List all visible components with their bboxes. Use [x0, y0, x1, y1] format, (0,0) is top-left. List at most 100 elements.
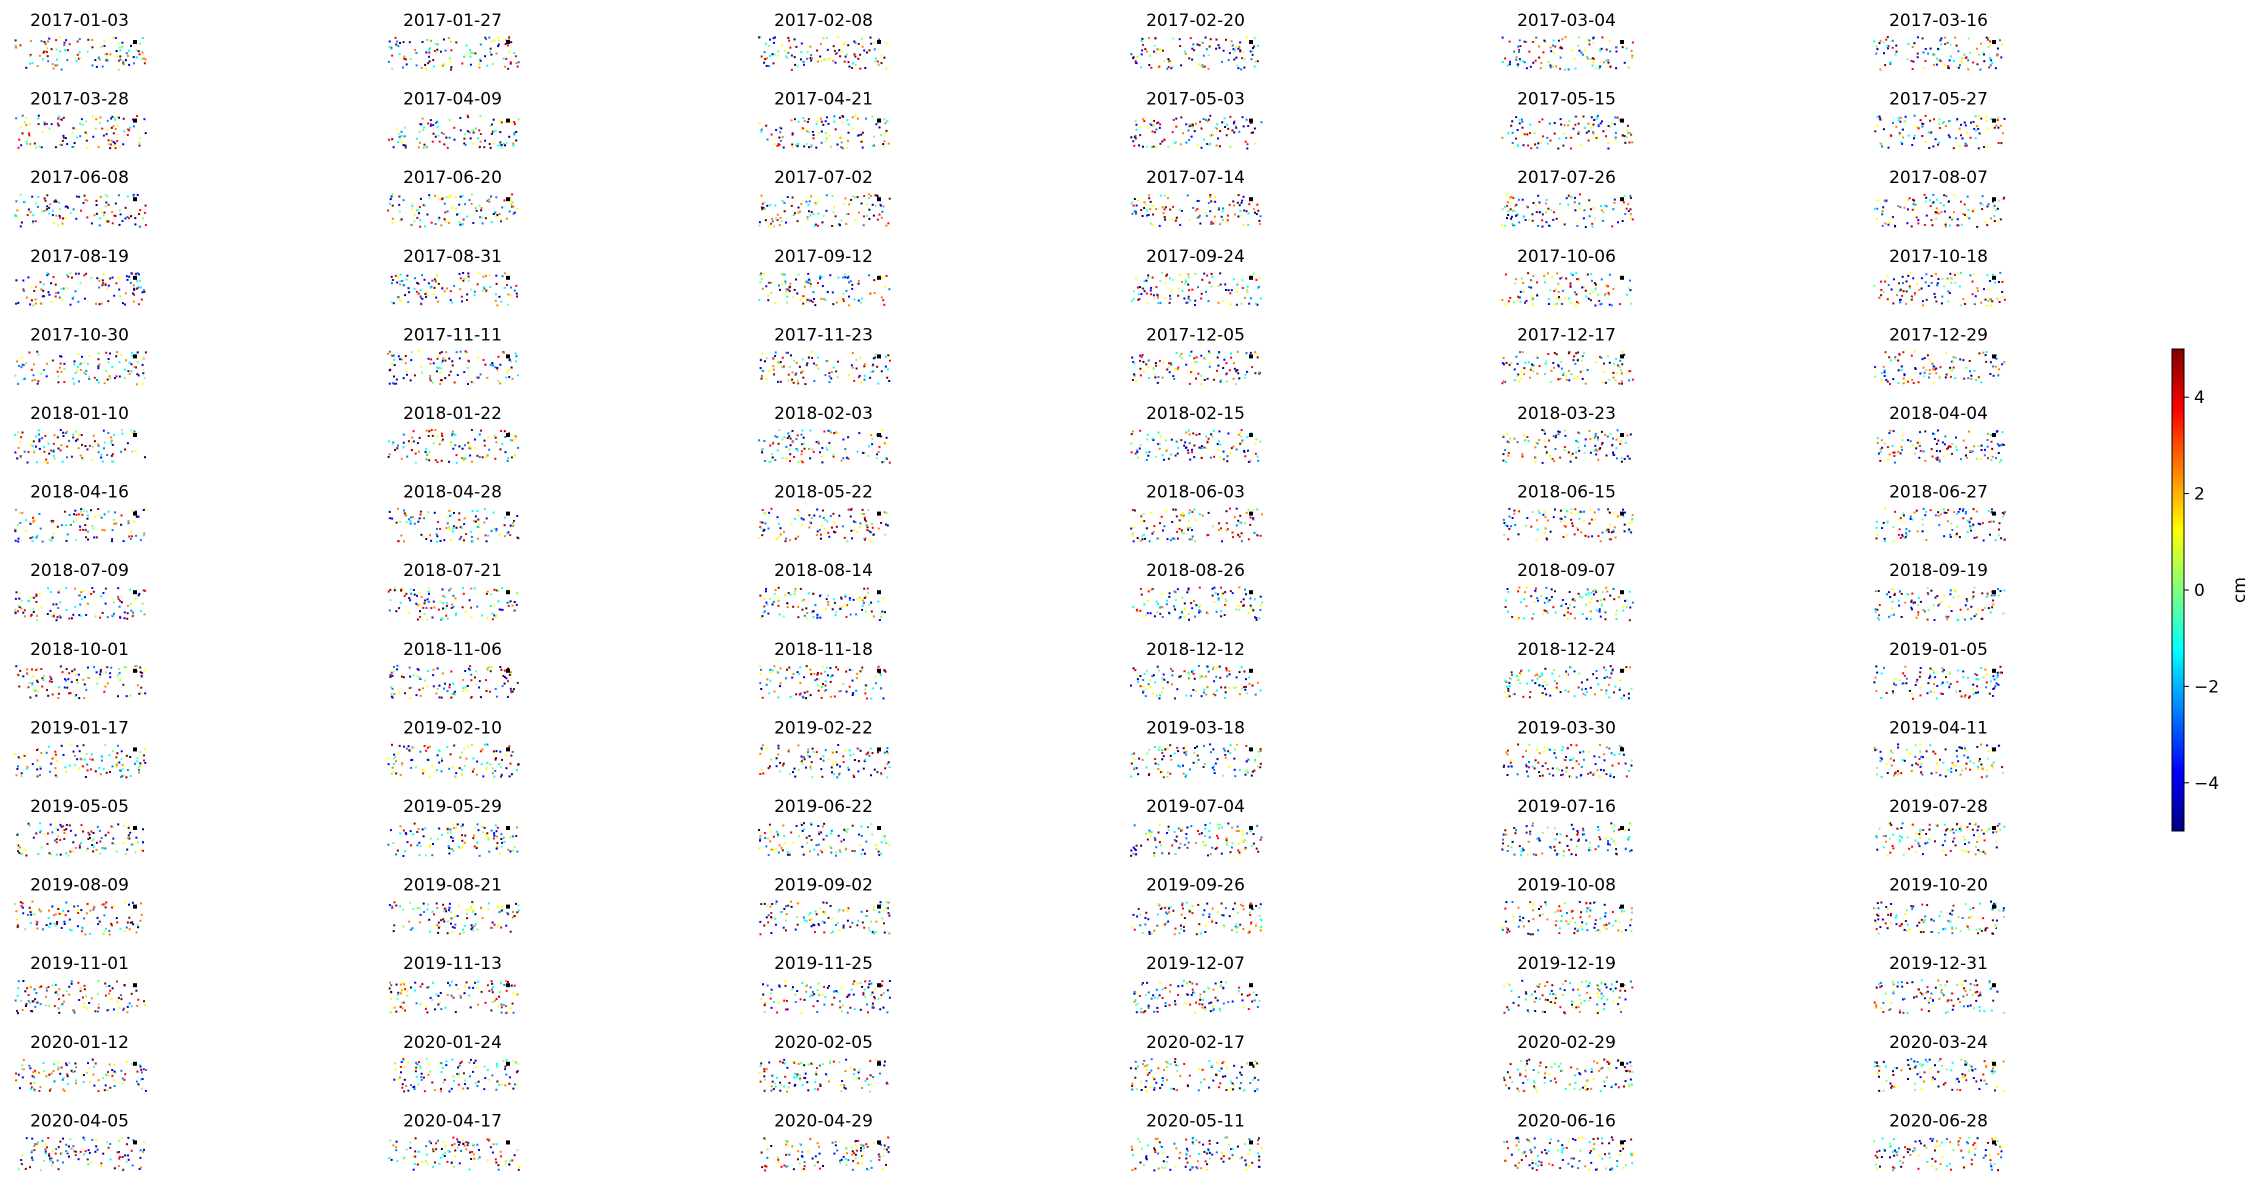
scatter-dot: [815, 533, 818, 536]
scatter-dot: [1623, 135, 1626, 137]
scatter-dot: [1951, 217, 1954, 220]
scatter-dot: [1220, 379, 1222, 382]
scatter-dot: [1966, 531, 1969, 534]
scatter-dot: [36, 619, 38, 622]
scatter-dot: [1920, 287, 1923, 290]
scatter-dot: [116, 124, 119, 127]
scatter-dot: [419, 141, 421, 144]
scatter-dot: [60, 355, 63, 358]
scatter-dot: [484, 217, 487, 220]
scatter-dot: [1532, 370, 1535, 373]
scatter-dot: [1574, 115, 1577, 118]
scatter-dot: [1928, 376, 1930, 379]
scatter-dot: [118, 375, 121, 378]
scatter-dot: [796, 449, 799, 452]
scatter-dot: [844, 276, 847, 279]
scatter-dot: [129, 602, 132, 605]
scatter-dot: [1875, 520, 1878, 523]
scatter-dot: [425, 67, 428, 70]
scatter-dot: [458, 445, 461, 448]
scatter-dot: [761, 375, 764, 378]
scatter-dot: [74, 290, 77, 293]
scatter-dot: [857, 299, 860, 302]
scatter-dot: [105, 369, 108, 372]
scatter-dot: [392, 441, 395, 444]
scatter-dot: [1502, 453, 1505, 456]
scatter-dot: [771, 281, 774, 284]
scatter-dot: [1175, 125, 1178, 128]
scatter-dot: [429, 379, 432, 382]
scatter-dot: [1548, 122, 1551, 125]
scatter-dot: [398, 132, 401, 135]
scatter-dot: [436, 125, 439, 128]
scatter-dot: [810, 350, 813, 353]
scatter-dot: [816, 356, 819, 359]
scatter-dot: [515, 355, 518, 358]
scatter-dot: [95, 65, 98, 68]
scatter-dot: [1188, 125, 1191, 128]
scatter-dot: [1965, 454, 1967, 457]
scatter-dot: [1537, 224, 1539, 227]
scatter-dot: [1982, 51, 1985, 54]
scatter-dot: [36, 65, 39, 68]
scatter-dot: [1542, 513, 1545, 516]
scatter-dot: [796, 220, 799, 223]
scatter-dot: [133, 366, 136, 369]
scatter-dot: [477, 271, 480, 274]
scatter-dot: [1914, 368, 1917, 370]
scatter-dot: [1560, 367, 1563, 370]
scatter-dot: [1552, 516, 1555, 519]
scatter-dot: [1883, 52, 1885, 55]
scatter-dot: [1256, 356, 1259, 359]
scatter-dot: [888, 359, 891, 362]
scatter-dot: [763, 61, 765, 64]
scatter-dot: [1577, 122, 1580, 125]
scatter-dot: [1178, 38, 1181, 41]
scatter-dot: [824, 120, 827, 123]
scatter-dot: [479, 216, 481, 219]
scatter-dot: [402, 377, 405, 380]
scatter-dot: [1961, 509, 1964, 512]
scatter-dot: [123, 368, 126, 371]
scatter-dot: [1607, 147, 1610, 150]
scatter-dot: [1534, 460, 1537, 463]
scatter-dot: [854, 219, 857, 222]
scatter-dot: [1577, 132, 1580, 135]
scatter-dot: [816, 508, 819, 511]
scatter-dot: [1607, 508, 1609, 511]
scatter-dot: [1555, 217, 1558, 220]
scatter-dot: [1581, 360, 1583, 362]
scatter-dot: [508, 210, 511, 213]
scatter-dot: [512, 524, 515, 527]
scatter-dot: [1932, 368, 1935, 371]
scatter-dot: [849, 280, 852, 283]
scatter-dot: [1224, 283, 1227, 286]
scatter-dot: [27, 132, 30, 135]
scatter-dot: [861, 604, 864, 607]
scatter-dot: [48, 538, 51, 541]
scatter-dot: [1960, 200, 1962, 203]
scatter-dot: [1218, 528, 1221, 531]
scatter-dot: [391, 282, 393, 285]
scatter-dot: [1955, 44, 1958, 47]
scatter-dot: [32, 608, 35, 611]
scatter-dot: [1256, 455, 1259, 458]
scatter-dot: [512, 142, 515, 145]
scatter-dot: [1935, 372, 1938, 375]
scatter-dot: [1542, 135, 1545, 138]
scatter-dot: [1520, 118, 1523, 121]
scatter-dot: [1612, 453, 1615, 456]
scatter-dot: [780, 272, 783, 275]
scatter-dot: [873, 279, 876, 282]
scatter-dot: [1537, 142, 1540, 145]
scatter-dot: [98, 363, 101, 366]
scatter-dot: [1178, 527, 1181, 530]
scatter-dot: [132, 56, 135, 59]
scatter-dot: [138, 141, 141, 144]
scatter-dot: [759, 281, 762, 284]
scatter-dot: [1180, 352, 1183, 355]
scatter-dot: [119, 599, 122, 602]
scatter-dot: [785, 537, 788, 540]
scatter-dot: [797, 142, 800, 145]
scatter-dot: [80, 598, 83, 601]
